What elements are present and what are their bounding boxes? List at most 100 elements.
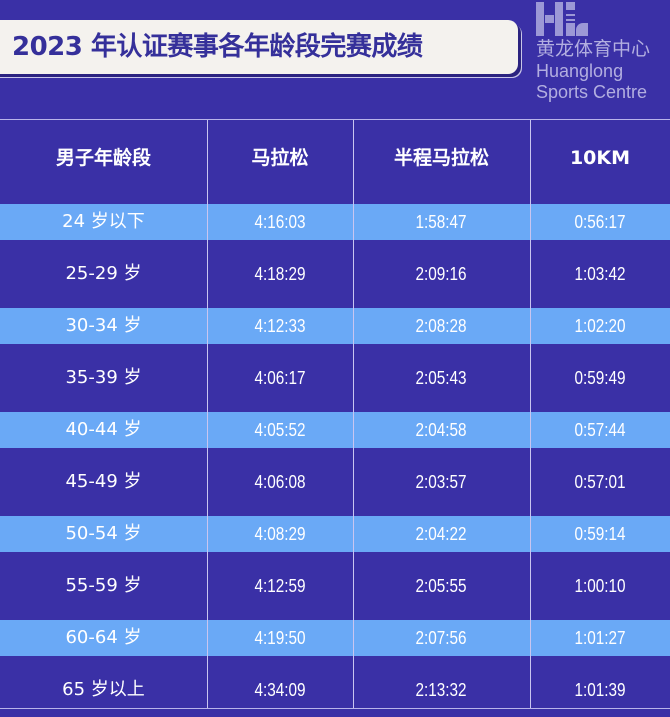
huanglong-sports-centre-logo-watermark: 黄龙体育中心 Huanglong Sports Centre bbox=[536, 2, 668, 116]
marathon-time-text: 4:06:17 bbox=[254, 368, 306, 388]
age-group-text: 65 岁以上 bbox=[62, 679, 145, 700]
row-highlight-band bbox=[0, 204, 670, 240]
half-marathon-time-text: 2:07:56 bbox=[415, 628, 468, 648]
table-row: 45-49 岁 4:06:08 2:03:57 0:57:01 bbox=[0, 456, 670, 508]
table-row: 65 岁以上 4:34:09 2:13:32 1:01:39 bbox=[0, 664, 670, 716]
10km-time-cell: 0:57:01 bbox=[530, 456, 670, 508]
age-group-cell: 25-29 岁 bbox=[0, 248, 207, 300]
column-divider bbox=[353, 120, 354, 708]
half-marathon-time-text: 2:03:57 bbox=[415, 472, 468, 492]
column-divider bbox=[207, 120, 208, 708]
10km-time-text: 1:00:10 bbox=[574, 576, 626, 596]
marathon-time-cell: 4:06:08 bbox=[207, 456, 353, 508]
half-marathon-time-text: 2:09:16 bbox=[415, 264, 468, 284]
table-row: 55-59 岁 4:12:59 2:05:55 1:00:10 bbox=[0, 560, 670, 612]
10km-time-cell: 1:00:10 bbox=[530, 560, 670, 612]
10km-time-text: 0:57:44 bbox=[574, 420, 626, 440]
row-highlight-band bbox=[0, 412, 670, 448]
marathon-time-cell: 4:19:50 bbox=[207, 612, 353, 664]
marathon-time-cell: 4:12:33 bbox=[207, 300, 353, 352]
table-row: 35-39 岁 4:06:17 2:05:43 0:59:49 bbox=[0, 352, 670, 404]
watermark-cn: 黄龙体育中心 bbox=[536, 38, 651, 60]
age-group-cell: 24 岁以下 bbox=[0, 196, 207, 248]
half-marathon-time-text: 2:05:55 bbox=[415, 576, 468, 596]
10km-time-text: 1:01:39 bbox=[574, 680, 626, 700]
half-marathon-time-text: 2:13:32 bbox=[415, 680, 468, 700]
age-group-text: 45-49 岁 bbox=[65, 471, 142, 492]
marathon-time-cell: 4:12:59 bbox=[207, 560, 353, 612]
10km-time-cell: 0:59:14 bbox=[530, 508, 670, 560]
age-group-cell: 50-54 岁 bbox=[0, 508, 207, 560]
age-group-text: 60-64 岁 bbox=[65, 627, 142, 648]
half-marathon-time-cell: 2:07:56 bbox=[353, 612, 530, 664]
age-group-cell: 55-59 岁 bbox=[0, 560, 207, 612]
marathon-time-text: 4:08:29 bbox=[254, 524, 306, 544]
results-table: 男子年龄段 马拉松 半程马拉松 10KM 24 岁以下 4:16:03 1:58:4… bbox=[0, 119, 670, 709]
10km-time-cell: 1:02:20 bbox=[530, 300, 670, 352]
half-marathon-time-cell: 2:05:43 bbox=[353, 352, 530, 404]
column-divider bbox=[530, 120, 531, 708]
header-10km: 10KM bbox=[569, 147, 631, 169]
age-group-cell: 40-44 岁 bbox=[0, 404, 207, 456]
marathon-time-text: 4:05:52 bbox=[254, 420, 306, 440]
marathon-time-text: 4:34:09 bbox=[254, 680, 306, 700]
half-marathon-time-text: 2:04:22 bbox=[415, 524, 468, 544]
10km-time-text: 0:56:17 bbox=[574, 212, 626, 232]
header-marathon: 马拉松 bbox=[251, 147, 309, 169]
table-row: 50-54 岁 4:08:29 2:04:22 0:59:14 bbox=[0, 508, 670, 560]
10km-time-text: 1:01:27 bbox=[574, 628, 626, 648]
age-group-text: 40-44 岁 bbox=[65, 419, 142, 440]
age-group-cell: 45-49 岁 bbox=[0, 456, 207, 508]
marathon-time-cell: 4:08:29 bbox=[207, 508, 353, 560]
half-marathon-time-cell: 2:13:32 bbox=[353, 664, 530, 716]
age-group-text: 25-29 岁 bbox=[65, 263, 142, 284]
10km-time-cell: 1:01:27 bbox=[530, 612, 670, 664]
10km-time-text: 1:03:42 bbox=[574, 264, 626, 284]
marathon-time-text: 4:16:03 bbox=[254, 212, 306, 232]
huanglong-logo-icon bbox=[536, 2, 596, 36]
10km-time-cell: 1:01:39 bbox=[530, 664, 670, 716]
age-group-cell: 60-64 岁 bbox=[0, 612, 207, 664]
marathon-time-cell: 4:05:52 bbox=[207, 404, 353, 456]
table-row: 60-64 岁 4:19:50 2:07:56 1:01:27 bbox=[0, 612, 670, 664]
age-group-text: 35-39 岁 bbox=[65, 367, 142, 388]
marathon-time-text: 4:06:08 bbox=[254, 472, 306, 492]
half-marathon-time-cell: 2:03:57 bbox=[353, 456, 530, 508]
table-header-row: 男子年龄段 马拉松 半程马拉松 10KM bbox=[0, 120, 670, 196]
age-group-cell: 30-34 岁 bbox=[0, 300, 207, 352]
half-marathon-time-cell: 1:58:47 bbox=[353, 196, 530, 248]
header-age-group: 男子年龄段 bbox=[55, 147, 151, 169]
row-highlight-band bbox=[0, 516, 670, 552]
marathon-time-cell: 4:16:03 bbox=[207, 196, 353, 248]
table-row: 40-44 岁 4:05:52 2:04:58 0:57:44 bbox=[0, 404, 670, 456]
10km-time-text: 1:02:20 bbox=[574, 316, 626, 336]
10km-time-text: 0:57:01 bbox=[574, 472, 626, 492]
age-group-text: 24 岁以下 bbox=[62, 211, 145, 232]
half-marathon-time-cell: 2:08:28 bbox=[353, 300, 530, 352]
age-group-text: 50-54 岁 bbox=[65, 523, 142, 544]
marathon-time-cell: 4:06:17 bbox=[207, 352, 353, 404]
10km-time-text: 0:59:49 bbox=[574, 368, 626, 388]
marathon-time-text: 4:18:29 bbox=[254, 264, 306, 284]
half-marathon-time-text: 2:05:43 bbox=[415, 368, 468, 388]
page-title: 2023 年认证赛事各年龄段完赛成绩 bbox=[12, 32, 423, 62]
age-group-text: 55-59 岁 bbox=[65, 575, 142, 596]
10km-time-text: 0:59:14 bbox=[574, 524, 626, 544]
half-marathon-time-text: 2:08:28 bbox=[415, 316, 468, 336]
marathon-time-text: 4:12:59 bbox=[254, 576, 306, 596]
half-marathon-time-text: 2:04:58 bbox=[415, 420, 468, 440]
table-row: 24 岁以下 4:16:03 1:58:47 0:56:17 bbox=[0, 196, 670, 248]
10km-time-cell: 1:03:42 bbox=[530, 248, 670, 300]
marathon-time-text: 4:19:50 bbox=[254, 628, 306, 648]
title-banner: 2023 年认证赛事各年龄段完赛成绩 bbox=[0, 20, 518, 74]
row-highlight-band bbox=[0, 308, 670, 344]
half-marathon-time-text: 1:58:47 bbox=[415, 212, 468, 232]
age-group-cell: 35-39 岁 bbox=[0, 352, 207, 404]
age-group-cell: 65 岁以上 bbox=[0, 664, 207, 716]
half-marathon-time-cell: 2:09:16 bbox=[353, 248, 530, 300]
half-marathon-time-cell: 2:05:55 bbox=[353, 560, 530, 612]
table-row: 30-34 岁 4:12:33 2:08:28 1:02:20 bbox=[0, 300, 670, 352]
age-group-text: 30-34 岁 bbox=[65, 315, 142, 336]
watermark-en: Huanglong Sports Centre bbox=[536, 61, 648, 102]
marathon-time-cell: 4:18:29 bbox=[207, 248, 353, 300]
